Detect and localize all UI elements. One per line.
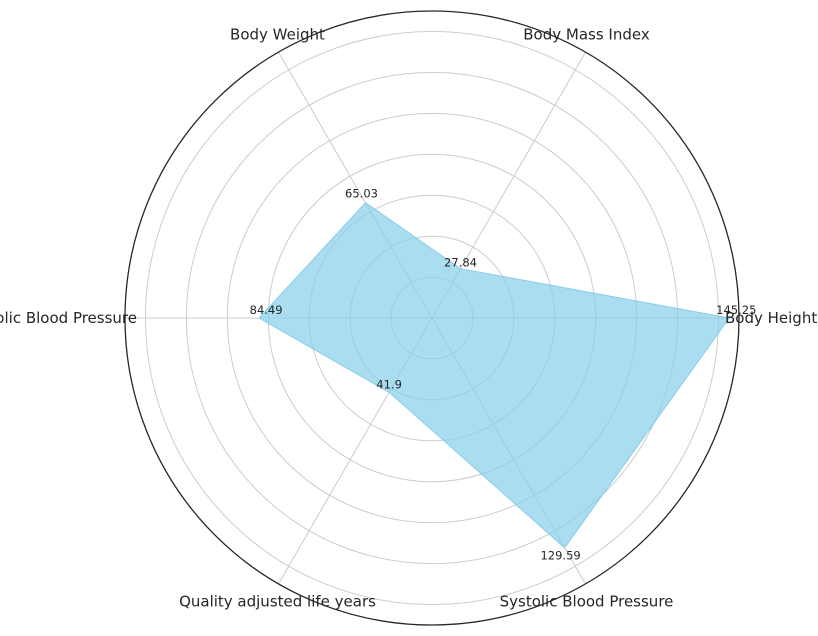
axis-label: Systolic Blood Pressure [500, 593, 674, 611]
outer-ring [124, 10, 740, 626]
axis-label: Diastolic Blood Pressure [0, 309, 137, 327]
axis-labels: Body Height Body Mass Index Body Weight Dia… [0, 25, 817, 610]
data-label: 65.03 [345, 187, 378, 201]
axis-label: Body Weight [230, 25, 325, 43]
data-label: 84.49 [250, 303, 283, 317]
data-label: 145.25 [716, 303, 756, 317]
axis-label: Body Mass Index [523, 25, 650, 43]
series-area [258, 202, 731, 549]
axis-label: Quality adjusted life years [179, 593, 376, 611]
axis-label: Body Height [725, 309, 817, 327]
data-label: 41.9 [376, 377, 402, 391]
data-area-layer [258, 202, 731, 549]
data-label: 129.59 [540, 549, 580, 563]
data-labels: 145.25 27.84 65.03 84.49 41.9 129.59 [250, 187, 757, 563]
data-label: 27.84 [444, 256, 477, 270]
